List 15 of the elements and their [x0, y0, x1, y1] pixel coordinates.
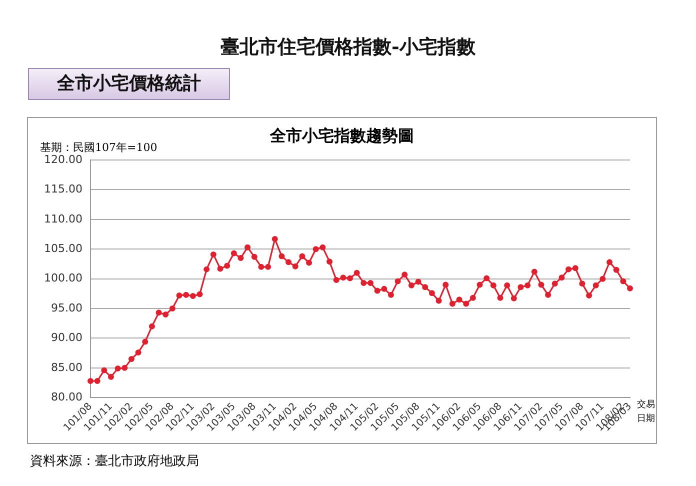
- text: 基期：民國107年=100: [40, 140, 158, 154]
- y-tick-label: 120.00: [44, 152, 82, 166]
- source-note: 資料來源：臺北市政府地政局: [30, 453, 199, 470]
- y-tick-label: 105.00: [44, 242, 82, 255]
- y-tick-label: 100.00: [44, 272, 82, 285]
- y-tick-label: 110.00: [44, 212, 82, 226]
- chart-title: 臺北市住宅價格指數-小宅指數: [220, 35, 476, 60]
- y-tick-label: 80.00: [50, 390, 82, 404]
- y-tick-label: 115.00: [44, 182, 82, 196]
- y-tick-label: 90.00: [50, 331, 82, 344]
- chart-subtitle: 全市小宅價格統計: [28, 68, 230, 100]
- text: 全市小宅指數趨勢圖: [270, 126, 414, 145]
- y-tick-label: 95.00: [50, 301, 82, 314]
- x-axis-title: 交易日期: [636, 398, 656, 426]
- y-tick-label: 85.00: [50, 360, 82, 374]
